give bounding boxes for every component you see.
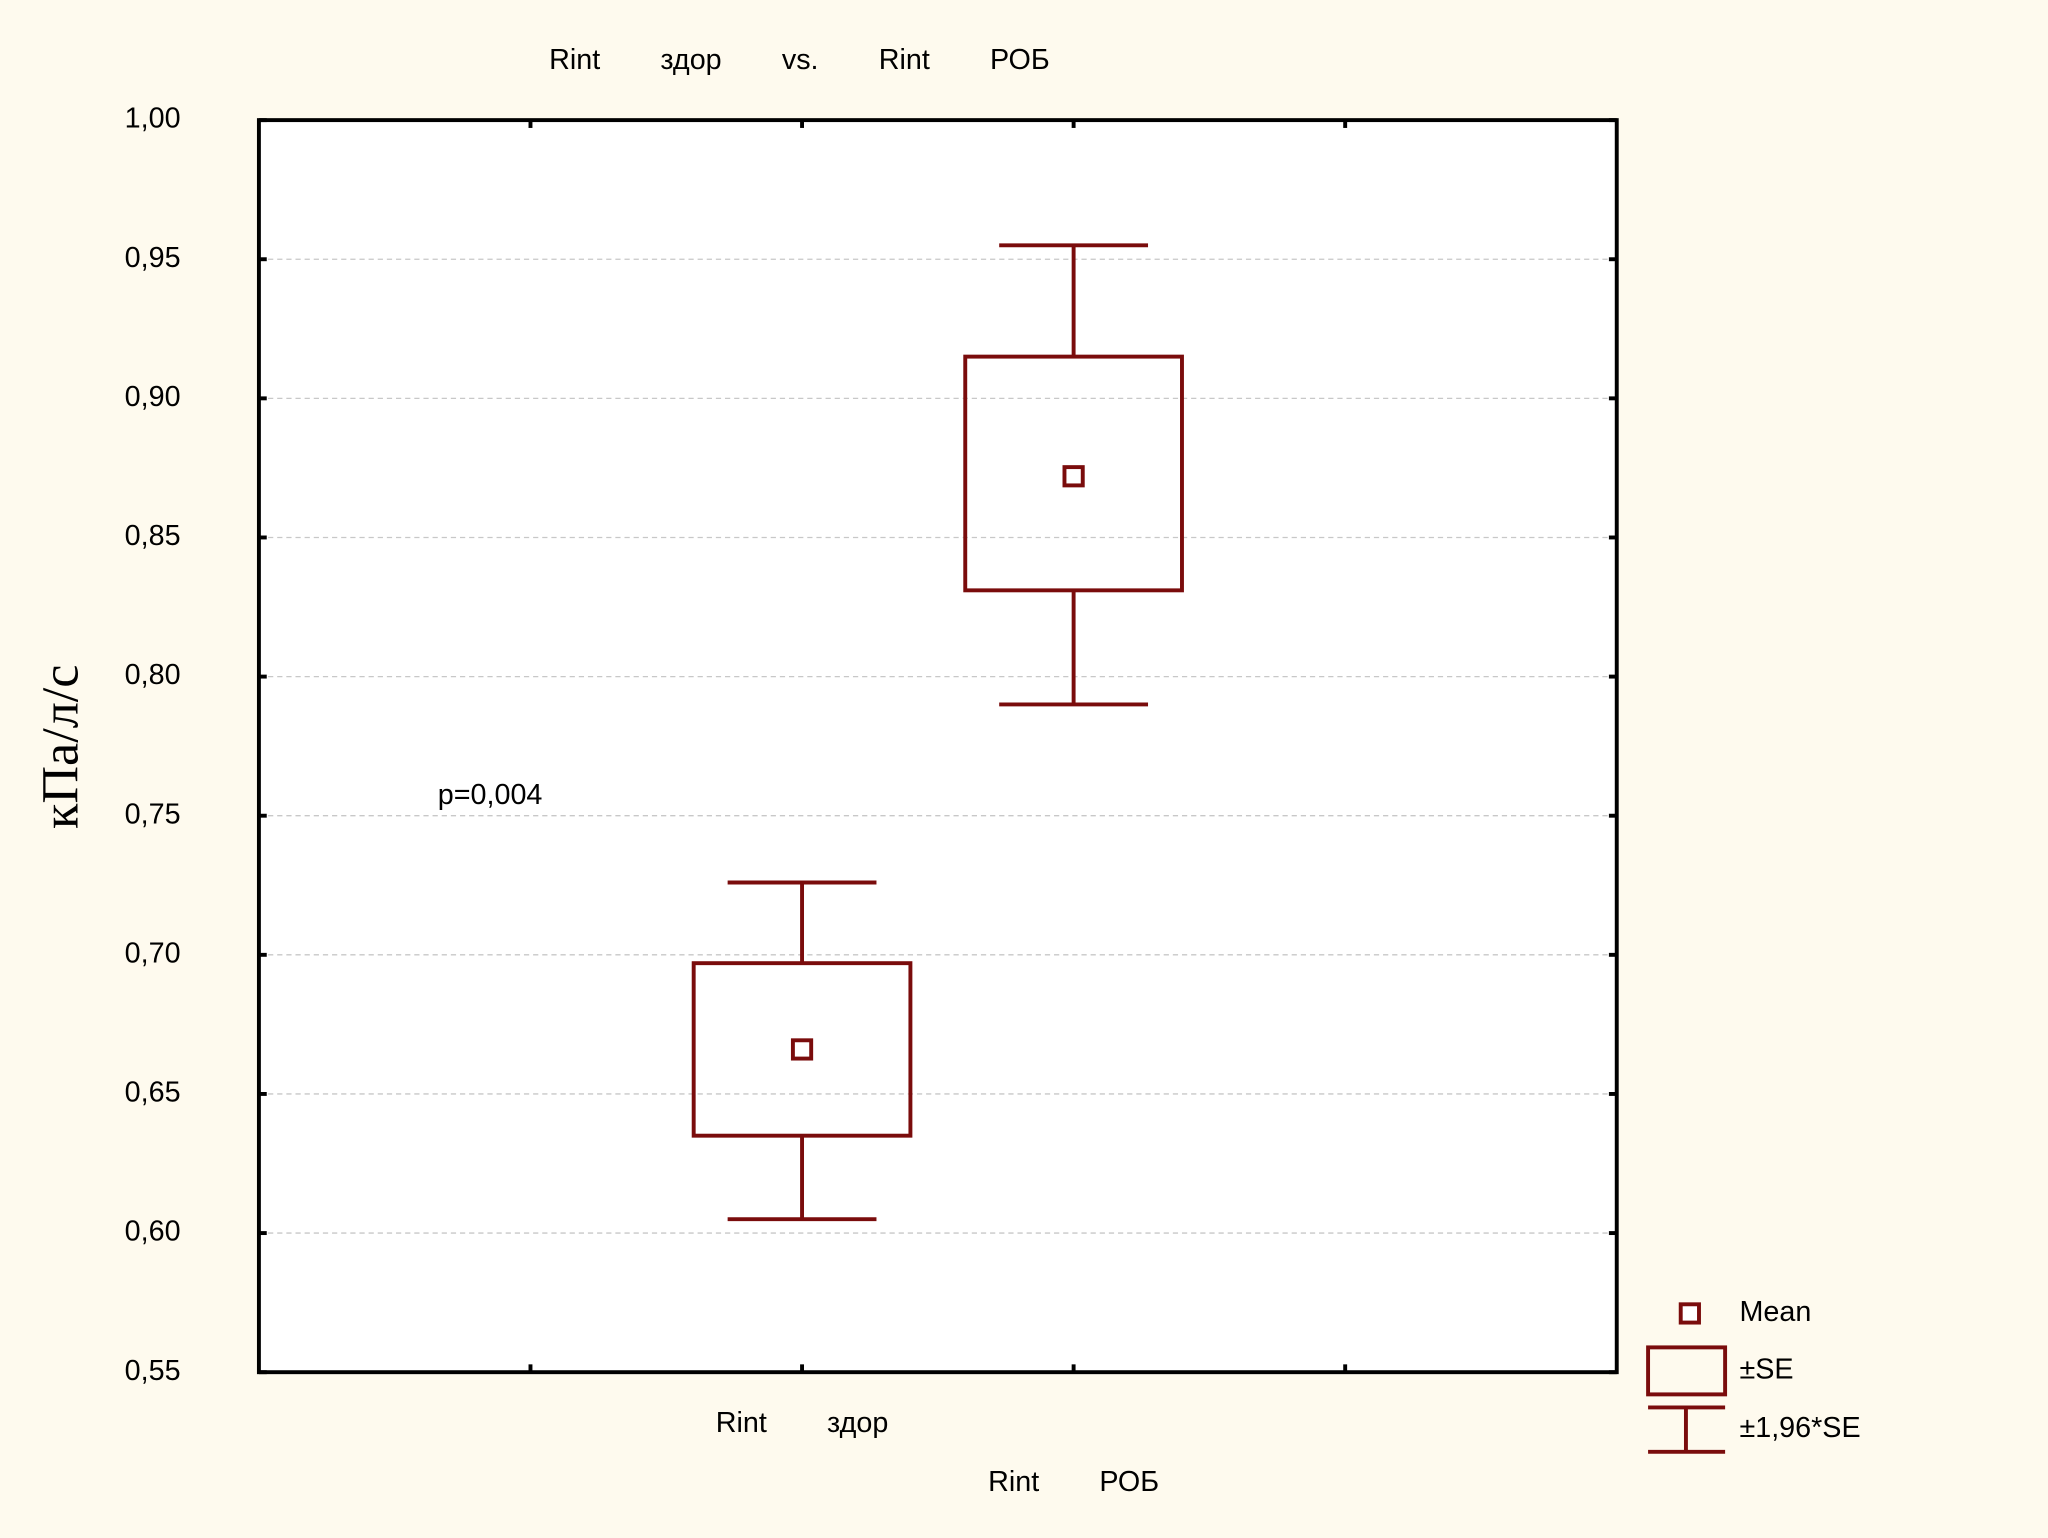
y-tick-label: 0,65: [125, 1077, 181, 1109]
y-tick-label: 0,70: [125, 937, 181, 969]
y-tick-label: 0,75: [125, 798, 181, 830]
x-tick-label: Rint РОБ: [988, 1466, 1159, 1498]
y-tick-label: 0,55: [125, 1355, 181, 1387]
mean-marker: [790, 1038, 814, 1061]
legend-mean: [1678, 1302, 1701, 1325]
plot-frame: [256, 118, 1619, 1375]
y-tick-label: 0,60: [125, 1216, 181, 1248]
annotation: p=0,004: [438, 779, 543, 811]
chart-title: Rint здор vs. Rint РОБ: [549, 44, 1050, 76]
legend-label: ±1,96*SE: [1739, 1412, 1860, 1444]
y-tick-label: 0,90: [125, 381, 181, 413]
y-tick-label: 0,80: [125, 659, 181, 691]
y-tick-label: 0,85: [125, 520, 181, 552]
mean-marker: [1062, 465, 1085, 488]
legend-label: Mean: [1739, 1296, 1811, 1328]
legend-label: ±SE: [1739, 1353, 1793, 1385]
y-axis-label: кПа/л/с: [32, 665, 90, 830]
se-box: [691, 961, 913, 1138]
y-tick-label: 0,95: [125, 242, 181, 274]
legend-se: [1646, 1345, 1728, 1397]
plot-area: [258, 120, 1617, 1373]
se-box: [963, 354, 1184, 593]
y-tick-label: 1,00: [125, 103, 181, 135]
x-tick-label: Rint здор: [716, 1407, 889, 1439]
